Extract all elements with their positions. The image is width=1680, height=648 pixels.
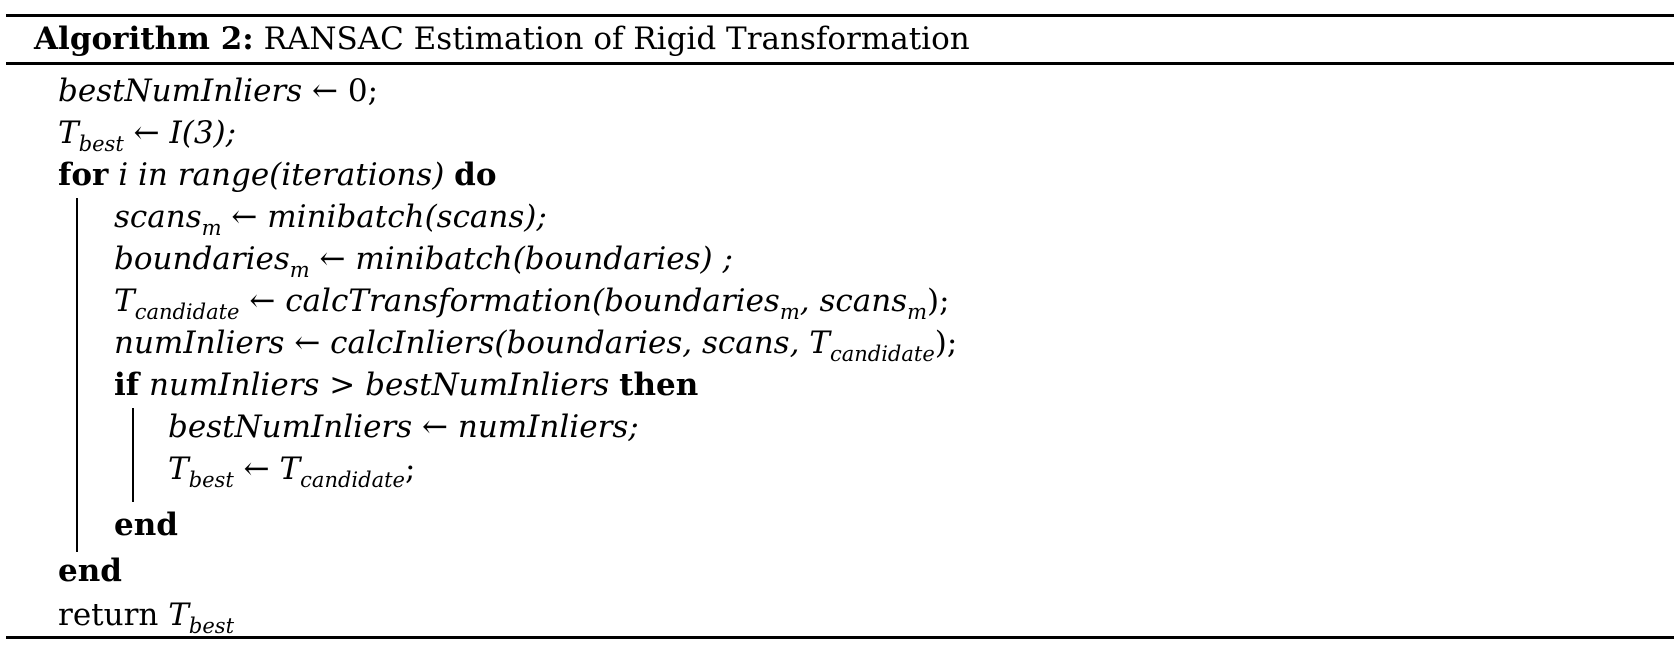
algorithm-label: Algorithm 2: <box>34 21 254 57</box>
subscript: m <box>779 300 800 324</box>
line-12: end <box>58 552 122 590</box>
var-num-inliers: numInliers <box>114 325 285 361</box>
var-best-num-inliers: bestNumInliers <box>168 409 413 445</box>
line-7: numInliers ← calcInliers(boundaries, sca… <box>114 324 958 366</box>
var-best-num-inliers: bestNumInliers <box>58 73 303 109</box>
line-11: end <box>114 506 178 544</box>
value: ; <box>404 451 416 487</box>
assign-arrow: ← <box>319 241 346 277</box>
if-condition: numInliers > bestNumInliers <box>148 367 610 403</box>
keyword-end-if: end <box>114 507 178 543</box>
value: ); <box>934 325 958 361</box>
value: minibatch(scans); <box>267 199 547 235</box>
keyword-return: return <box>58 597 159 633</box>
var-scans: scans <box>114 199 202 235</box>
var-t: T <box>168 597 189 633</box>
line-1: bestNumInliers ← 0; <box>58 72 378 110</box>
subscript: best <box>188 468 234 492</box>
keyword-do: do <box>454 157 497 193</box>
value: calcTransformation(boundaries <box>285 283 780 319</box>
algorithm-caption: Algorithm 2: RANSAC Estimation of Rigid … <box>34 20 970 58</box>
loop-condition: i in range(iterations) <box>118 157 445 193</box>
value: 0; <box>347 73 379 109</box>
assign-arrow: ← <box>422 409 448 445</box>
line-10: Tbest ← Tcandidate; <box>168 450 416 492</box>
assign-arrow: ← <box>312 73 338 109</box>
line-13: return Tbest <box>58 596 235 638</box>
subscript: candidate <box>134 300 240 324</box>
assign-arrow: ← <box>249 283 276 319</box>
line-2: Tbest ← I(3); <box>58 114 237 156</box>
line-3: for i in range(iterations) do <box>58 156 497 194</box>
value: T <box>279 451 301 487</box>
subscript: best <box>188 614 235 638</box>
top-rule <box>6 14 1674 17</box>
var-t: T <box>58 115 79 151</box>
var-t: T <box>168 451 189 487</box>
for-block-bar <box>76 198 78 552</box>
bottom-rule <box>6 636 1674 639</box>
subscript: candidate <box>829 342 935 366</box>
if-block-bar <box>132 408 134 502</box>
value: ); <box>927 283 950 319</box>
subscript: best <box>78 132 124 156</box>
algorithm-title: RANSAC Estimation of Rigid Transformatio… <box>263 21 970 57</box>
header-rule <box>6 62 1674 65</box>
subscript: m <box>289 258 310 282</box>
keyword-then: then <box>619 367 699 403</box>
var-t: T <box>114 283 135 319</box>
line-8: if numInliers > bestNumInliers then <box>114 366 698 404</box>
keyword-for: for <box>58 157 109 193</box>
line-5: boundariesm ← minibatch(boundaries) ; <box>114 240 733 282</box>
assign-arrow: ← <box>294 325 321 361</box>
line-6: Tcandidate ← calcTransformation(boundari… <box>114 282 950 324</box>
var-boundaries: boundaries <box>114 241 290 277</box>
assign-arrow: ← <box>243 451 270 487</box>
subscript: m <box>907 300 928 324</box>
value: , scans <box>799 283 908 319</box>
line-4: scansm ← minibatch(scans); <box>114 198 547 240</box>
value: numInliers; <box>457 409 639 445</box>
value: calcInliers(boundaries, scans, T <box>330 325 830 361</box>
value: I(3); <box>169 115 237 151</box>
assign-arrow: ← <box>133 115 160 151</box>
keyword-if: if <box>114 367 140 403</box>
assign-arrow: ← <box>231 199 258 235</box>
line-9: bestNumInliers ← numInliers; <box>168 408 639 446</box>
keyword-end-for: end <box>58 553 122 589</box>
subscript: m <box>201 216 222 240</box>
subscript: candidate <box>300 468 405 492</box>
value: minibatch(boundaries) ; <box>355 241 733 277</box>
